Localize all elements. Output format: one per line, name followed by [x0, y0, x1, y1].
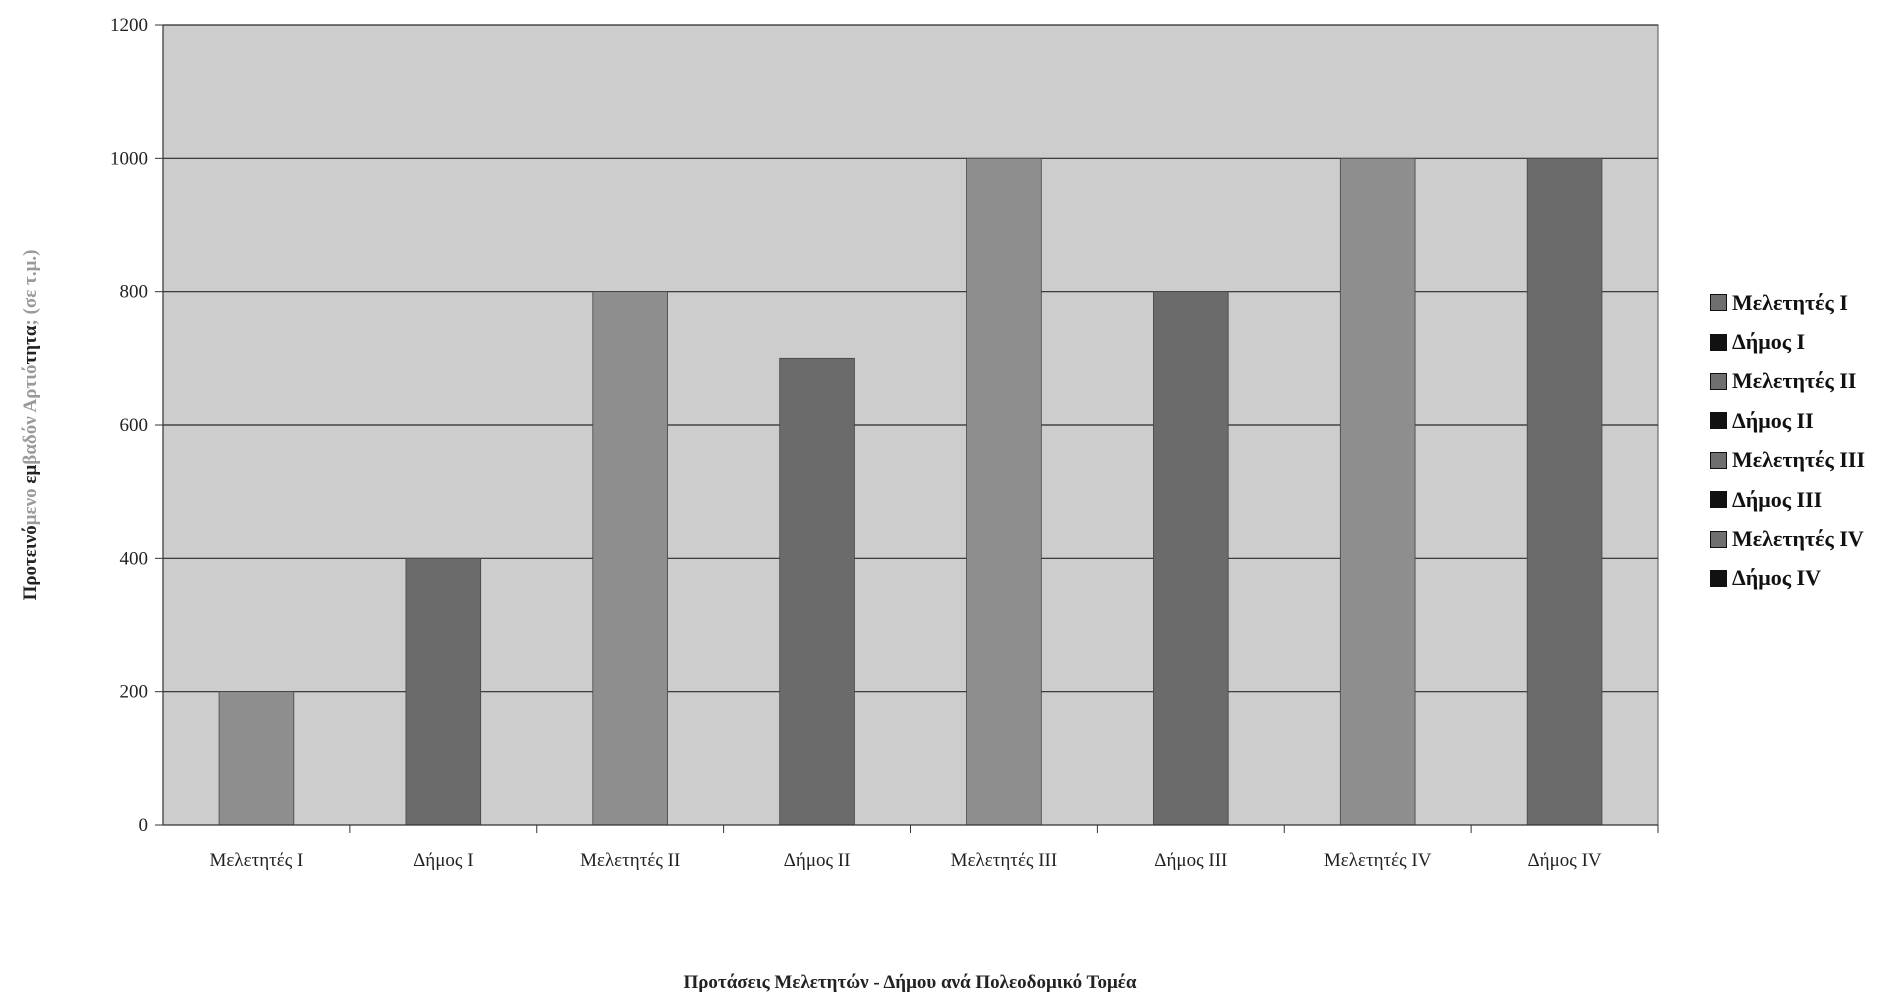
y-axis-title-part-2: μενο [20, 488, 41, 525]
legend-swatch [1710, 294, 1727, 312]
bar [1526, 157, 1603, 826]
y-axis-title-part-6: τητα [20, 325, 41, 364]
legend-swatch [1710, 372, 1727, 390]
legend-swatch [1710, 491, 1727, 509]
y-tick-label: 800 [120, 282, 149, 303]
bar [966, 157, 1042, 826]
bar [1339, 157, 1416, 826]
legend-item: Μελετητές ΙV [1710, 519, 1893, 558]
legend-swatch [1710, 569, 1727, 587]
legend-swatch [1710, 333, 1727, 351]
x-tick-label: Δήμος ΙΙΙ [1154, 850, 1227, 871]
legend-label: Μελετητές ΙΙΙ [1732, 447, 1866, 473]
bar [592, 291, 668, 826]
y-tick-label: 0 [139, 815, 149, 836]
bar [779, 357, 855, 826]
bar [218, 691, 295, 826]
legend-label: Μελετητές ΙV [1732, 526, 1864, 552]
legend-swatch [1710, 530, 1727, 548]
legend-item: Δήμος ΙΙ [1710, 401, 1893, 440]
y-axis-title-part-5: Αρτιό [20, 364, 41, 416]
y-axis-title-part-4: βαδόν [20, 416, 41, 465]
x-tick-labels: Μελετητές Ι Δήμος Ι Μελετητές ΙΙ Δήμος ΙΙ Με… [210, 850, 1602, 871]
bar [1153, 291, 1229, 826]
y-axis-title-part-7: ; (σε τ.μ.) [20, 250, 41, 326]
legend-item: Μελετητές ΙΙ [1710, 362, 1893, 401]
y-tick-label: 400 [120, 548, 149, 569]
legend-item: Δήμος ΙΙΙ [1710, 480, 1893, 519]
bar [405, 557, 482, 826]
bars [218, 157, 1603, 826]
x-axis-title: Προτάσεις Μελετητών - Δήμου ανά Πολεοδομ… [683, 972, 1136, 993]
legend-label: Μελετητές Ι [1732, 289, 1848, 315]
x-tick-label: Μελετητές Ι [210, 850, 304, 871]
y-tick-label: 200 [120, 682, 149, 703]
y-axis-title: Προτεινόμενο εμβαδόν Αρτιότητα; (σε τ.μ.… [20, 250, 41, 601]
y-tick-label: 600 [120, 415, 149, 436]
x-tick-label: Μελετητές ΙΙ [580, 850, 680, 871]
y-axis-title-part-3: εμ [20, 464, 41, 488]
legend-label: Δήμος ΙΙ [1732, 407, 1814, 433]
x-tick-label: Μελετητές ΙΙΙ [951, 850, 1058, 871]
y-tick-label: 1000 [110, 148, 148, 169]
y-tick-label: 1200 [110, 15, 148, 36]
axes [155, 24, 1659, 833]
x-tick-label: Δήμος ΙV [1527, 850, 1601, 871]
y-tick-labels: 0 200 400 600 800 1000 1200 [110, 15, 148, 836]
legend-item: Δήμος ΙV [1710, 559, 1893, 598]
x-tick-label: Δήμος ΙΙ [784, 850, 851, 871]
y-axis-title-part-1: Προτεινό [20, 525, 41, 600]
legend-label: Μελετητές ΙΙ [1732, 368, 1857, 394]
legend-swatch [1710, 412, 1727, 430]
legend-swatch [1710, 451, 1727, 469]
x-tick-label: Μελετητές ΙV [1324, 850, 1432, 871]
legend-label: Δήμος Ι [1732, 329, 1806, 355]
x-tick-label: Δήμος Ι [413, 850, 473, 871]
legend: Μελετητές Ι Δήμος Ι Μελετητές ΙΙ Δήμος ΙΙ Με… [1710, 283, 1893, 598]
legend-label: Δήμος ΙV [1732, 565, 1821, 591]
legend-item: Μελετητές Ι [1710, 283, 1893, 322]
legend-item: Δήμος Ι [1710, 322, 1893, 361]
legend-label: Δήμος ΙΙΙ [1732, 486, 1823, 512]
legend-item: Μελετητές ΙΙΙ [1710, 441, 1893, 480]
